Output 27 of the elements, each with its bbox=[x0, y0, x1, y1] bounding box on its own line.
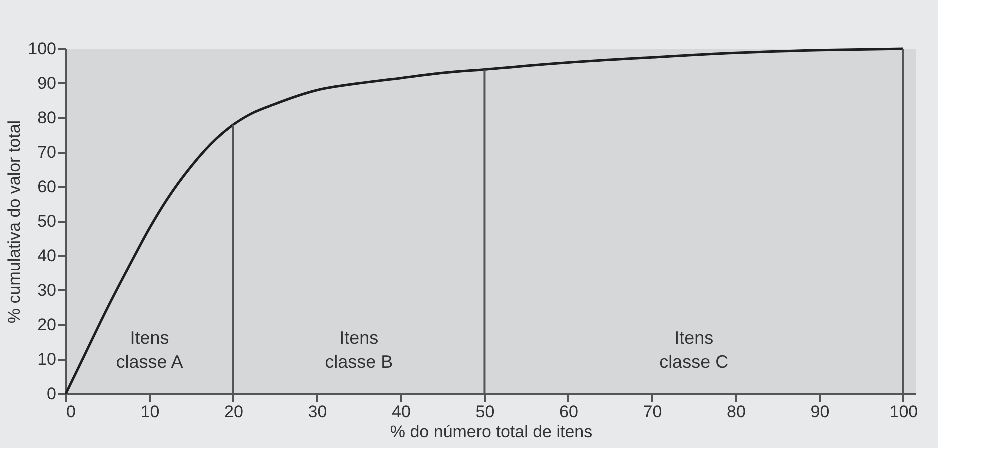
x-tick-label: 100 bbox=[890, 402, 918, 422]
x-tick-label: 30 bbox=[308, 402, 328, 422]
x-tick-label: 40 bbox=[392, 402, 411, 422]
y-axis-title: % cumulativa do valor total bbox=[5, 120, 24, 324]
y-tick-label: 70 bbox=[38, 143, 56, 162]
y-tick-label: 100 bbox=[28, 40, 56, 58]
y-tick-label: 50 bbox=[38, 212, 56, 231]
y-tick-label: 30 bbox=[38, 281, 56, 300]
y-tick-label: 60 bbox=[38, 178, 56, 196]
x-tick-label: 80 bbox=[726, 402, 746, 422]
x-tick-label: 0 bbox=[66, 402, 76, 422]
y-tick-label: 40 bbox=[38, 246, 56, 266]
y-tick-label: 20 bbox=[38, 316, 56, 334]
y-tick-label: 80 bbox=[38, 108, 56, 128]
x-tick-label: 70 bbox=[643, 402, 662, 422]
annotation: Itens classe B bbox=[325, 328, 394, 372]
annotation: Itens classe C bbox=[660, 328, 729, 372]
x-tick-label: 90 bbox=[810, 402, 830, 422]
annotation: Itens classe A bbox=[116, 328, 184, 372]
y-tick-label: 90 bbox=[38, 74, 56, 93]
x-tick-label: 10 bbox=[140, 402, 160, 422]
x-tick-label: 60 bbox=[560, 402, 578, 422]
x-axis-title: % do número total de itens bbox=[390, 422, 593, 442]
y-tick-label: 0 bbox=[47, 384, 56, 404]
y-tick-label: 10 bbox=[38, 350, 56, 369]
x-tick-label: 50 bbox=[476, 402, 495, 422]
x-tick-label: 20 bbox=[224, 402, 244, 422]
